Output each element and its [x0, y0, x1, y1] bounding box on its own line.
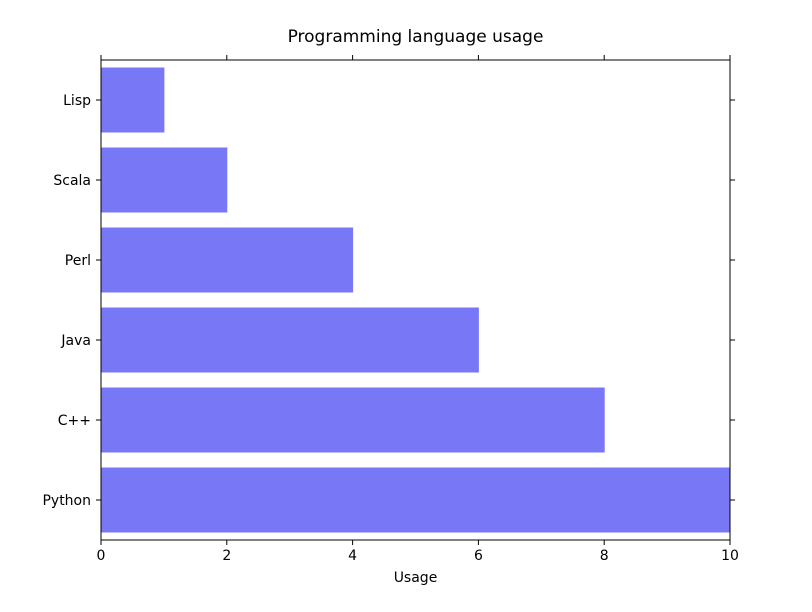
y-tick-label: C++ [58, 413, 91, 429]
x-tick-label: 4 [348, 548, 357, 564]
chart-title: Programming language usage [288, 27, 544, 47]
y-tick-label: Lisp [63, 93, 91, 109]
y-tick-label: Java [60, 333, 91, 349]
bar-perl [101, 228, 353, 292]
bar-java [101, 308, 478, 372]
bar-lisp [101, 68, 164, 132]
x-tick-label: 6 [474, 548, 483, 564]
y-tick-label: Perl [65, 253, 91, 269]
x-axis-label: Usage [394, 570, 438, 586]
x-tick-label: 0 [97, 548, 106, 564]
chart-container: 0 2 4 6 8 10 Python C++ Java Perl Scala Lisp Usage Pr… [0, 0, 812, 612]
bar-python [101, 468, 730, 532]
bar-cplusplus [101, 388, 604, 452]
x-tick-label: 10 [721, 548, 739, 564]
chart-svg: 0 2 4 6 8 10 Python C++ Java Perl Scala Lisp Usage Pr… [0, 0, 812, 612]
y-tick-label: Python [42, 493, 91, 509]
y-tick-label: Scala [53, 173, 91, 189]
x-tick-label: 2 [222, 548, 231, 564]
bar-scala [101, 148, 227, 212]
x-tick-label: 8 [600, 548, 609, 564]
